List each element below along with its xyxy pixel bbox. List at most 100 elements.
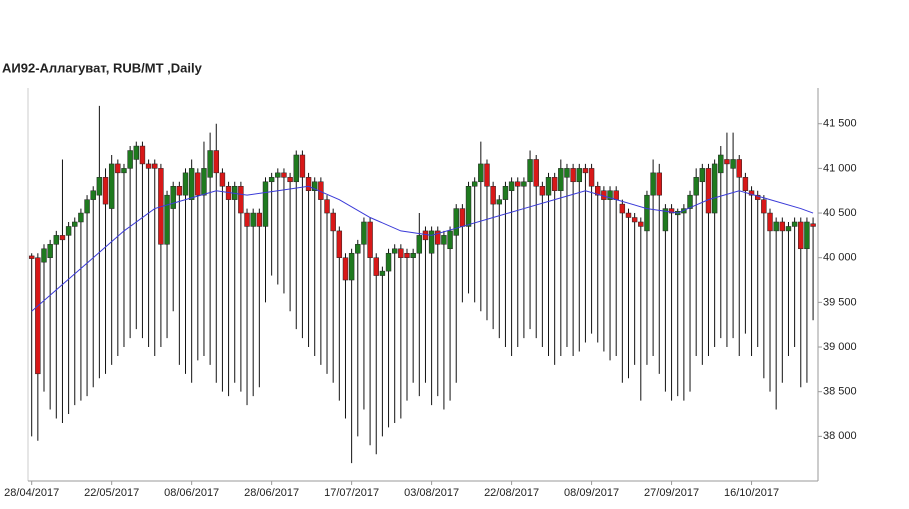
candle-body [293,154,299,183]
candle-body [791,221,798,227]
candle-body [748,190,755,196]
candle-body [164,194,170,245]
candle-body [465,186,472,227]
candle-body [268,177,275,183]
candle-body [459,208,466,227]
candle-body [705,168,712,214]
candle-body [521,181,527,187]
candle-body [570,168,576,183]
candle-body [724,159,730,165]
candle-body [422,230,429,241]
candle-body [650,172,656,196]
candle-body [213,150,219,174]
candle-body [133,145,139,160]
x-tick-label: 03/08/2017 [404,487,459,499]
candle-body [625,212,632,218]
candle-body [287,177,293,183]
candle-body [299,154,306,178]
candle-body [471,181,478,187]
candle-body [613,190,619,200]
candle-body [398,248,404,258]
candle-body [250,212,256,227]
candle-body [736,159,742,178]
candle-body [742,177,749,191]
candle-body [115,163,121,174]
candle-body [28,255,35,259]
candle-body [65,226,72,236]
candle-body [170,186,176,209]
candle-body [515,181,521,187]
x-tick-label: 16/10/2017 [724,487,779,499]
candle-body [416,235,423,254]
candle-body [687,194,693,209]
candle-body [619,203,626,214]
candle-body [588,168,595,187]
candle-body [595,186,601,196]
candle-body [96,177,103,196]
candle-body [558,168,564,191]
candle-body [447,230,453,250]
candle-body [644,194,650,232]
candle-body [182,172,189,196]
candle-body [256,212,263,227]
candle-body [711,163,718,214]
x-tick-label: 28/06/2017 [244,487,299,499]
candle-body [490,186,496,205]
chart-title: АИ92-Аллагуват, RUB/MT ,Daily [2,60,203,75]
x-tick-label: 08/06/2017 [164,487,219,499]
candle-body [761,199,767,214]
candle-body [207,150,213,178]
candle-body [127,150,133,169]
y-tick-label: 40 000 [823,252,857,264]
candle-body [35,257,41,375]
candle-body [275,172,281,178]
candle-body [195,172,201,196]
candle-body [324,199,330,214]
candle-body [201,168,207,196]
candle-body [176,186,183,196]
x-tick-label: 22/05/2017 [84,487,139,499]
y-tick-label: 38 000 [823,430,857,442]
candle-body [539,186,546,196]
candle-body [730,159,736,169]
candle-body [47,244,53,258]
x-tick-label: 28/04/2017 [4,487,59,499]
candle-body [108,163,115,209]
x-tick-label: 08/09/2017 [564,487,619,499]
candle-body [810,223,816,227]
candle-body [78,212,84,223]
candle-body [373,257,379,276]
candle-body [527,159,533,183]
candle-body [348,252,355,281]
candle-body [59,235,66,241]
candle-body [336,230,343,258]
candle-body [785,226,792,232]
candle-body [545,177,552,196]
candle-body [496,199,503,205]
candle-body [767,212,773,232]
candle-body [699,168,706,183]
candle-body [238,186,244,214]
candle-body [564,168,570,178]
candle-body [361,221,367,245]
candle-body [754,194,761,200]
y-tick-label: 39 000 [823,341,857,353]
candle-body [188,168,195,200]
candle-body [121,168,127,174]
candle-body [145,163,152,169]
candle-body [367,221,373,258]
candle-body [139,145,146,165]
candle-body [631,217,638,223]
x-tick-label: 17/07/2017 [324,487,379,499]
candle-body [342,257,349,281]
candle-body [330,212,336,232]
candle-body [312,181,318,191]
candle-body [551,177,558,191]
candle-body [804,221,810,250]
candle-body [355,244,361,254]
candle-body [607,190,613,200]
candle-body [391,248,398,254]
candle-body [53,235,60,245]
candle-body [435,230,441,245]
candle-body [441,235,447,245]
